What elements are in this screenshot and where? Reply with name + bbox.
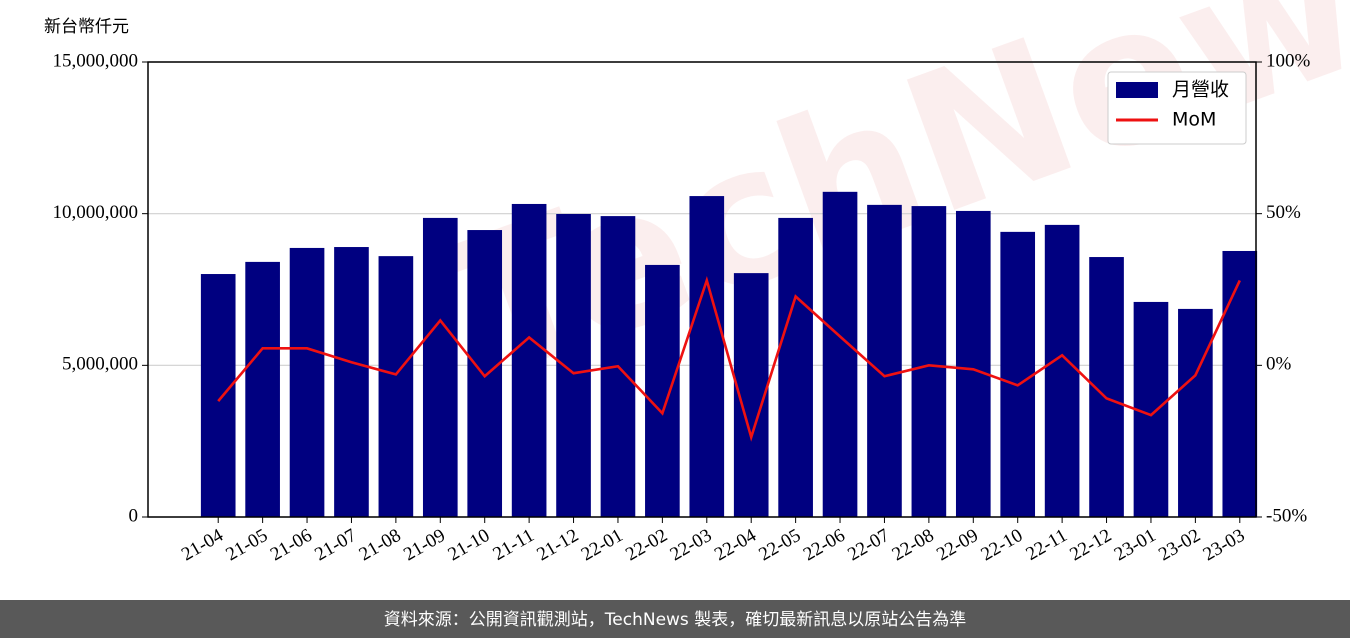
x-tick-label: 23-03 [1200, 525, 1249, 565]
x-tick-label: 22-08 [889, 525, 938, 565]
footer-bar [0, 600, 1350, 638]
bar [955, 210, 991, 518]
x-tick-label: 21-08 [356, 525, 405, 565]
bar [556, 213, 591, 517]
bar [334, 247, 369, 518]
x-tick-label: 21-11 [490, 525, 538, 565]
bar [1000, 231, 1036, 517]
bar [822, 191, 858, 517]
bar [778, 217, 813, 517]
y-tick-label: 15,000,000 [53, 50, 139, 71]
x-tick-label: 21-05 [222, 525, 271, 565]
line [217, 275, 1241, 442]
bar [289, 247, 325, 517]
bar [911, 206, 947, 518]
x-tick-label: 21-07 [311, 525, 360, 565]
bar [511, 203, 547, 517]
y2-tick-label: 0% [1266, 354, 1292, 375]
plot-frame [147, 61, 1257, 518]
bar [689, 196, 725, 517]
bar [422, 217, 458, 517]
x-tick-label: 21-09 [400, 525, 449, 565]
bar [1222, 250, 1258, 517]
bar [200, 274, 236, 517]
x-tick-label: 22-10 [977, 525, 1026, 565]
bar [867, 204, 902, 517]
x-tick-label: 21-12 [533, 525, 582, 565]
bar [245, 261, 280, 517]
x-tick-label: 22-06 [800, 525, 849, 565]
legend-label: MoM [1172, 109, 1216, 131]
bar [378, 256, 414, 517]
x-tick-label: 22-02 [622, 525, 671, 565]
x-tick-label: 22-01 [578, 525, 627, 565]
y2-tick-label: -50% [1266, 505, 1307, 526]
bar [1044, 224, 1080, 517]
y2-tick-label: 100% [1266, 50, 1311, 71]
y2-tick-label: 50% [1266, 202, 1301, 223]
x-tick-label: 21-04 [178, 525, 227, 566]
y-tick-label: 5,000,000 [62, 354, 138, 375]
bar [1178, 308, 1213, 517]
x-tick-label: 22-12 [1066, 525, 1115, 565]
legend-label: 月營收 [1172, 79, 1229, 101]
bar [467, 230, 503, 517]
y-axis-label: 新台幣仟元 [44, 17, 129, 37]
x-tick-label: 23-01 [1111, 525, 1160, 565]
legend-swatch [1116, 82, 1158, 98]
x-tick-label: 22-04 [711, 525, 760, 566]
x-tick-label: 23-02 [1155, 525, 1204, 565]
bar [645, 264, 680, 517]
x-tick-label: 22-03 [667, 525, 716, 565]
x-tick-label: 22-11 [1023, 525, 1071, 565]
x-tick-label: 21-10 [444, 525, 493, 565]
x-tick-label: 21-06 [267, 525, 316, 565]
footer-text: 資料來源：公開資訊觀測站，TechNews 製表，確切最新訊息以原站公告為準 [384, 610, 966, 630]
x-tick-label: 22-05 [755, 525, 804, 565]
y-tick-label: 0 [129, 505, 139, 526]
x-tick-label: 22-07 [844, 525, 893, 565]
y-tick-label: 10,000,000 [53, 202, 139, 223]
x-tick-label: 22-09 [933, 525, 982, 565]
